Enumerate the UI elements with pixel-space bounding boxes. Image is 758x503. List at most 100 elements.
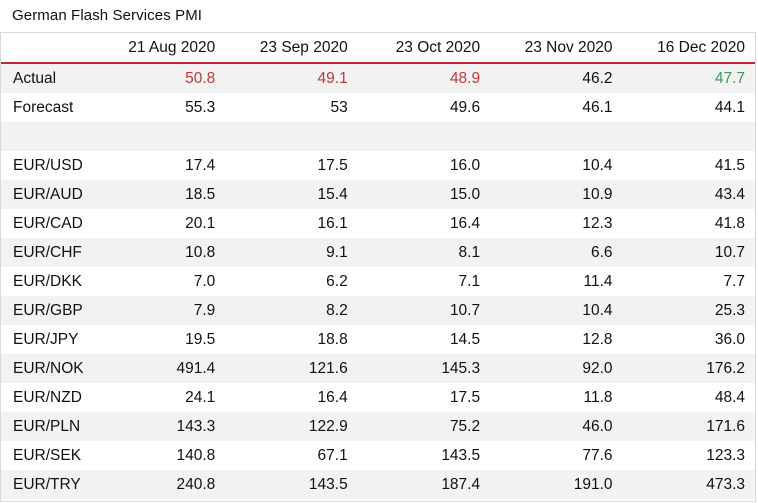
table-cell: 47.7 bbox=[622, 63, 755, 93]
table-cell: 123.3 bbox=[622, 441, 755, 470]
row-label: EUR/JPY bbox=[1, 325, 93, 354]
row-label: EUR/PLN bbox=[1, 412, 93, 441]
table-row: EUR/CHF 10.8 9.1 8.1 6.6 10.7 bbox=[1, 238, 755, 267]
table-cell: 24.1 bbox=[92, 383, 226, 412]
row-label: EUR/NOK bbox=[1, 354, 93, 383]
table-cell: 473.3 bbox=[622, 470, 755, 499]
row-label: EUR/TRY bbox=[1, 470, 93, 499]
table-cell: 16.0 bbox=[357, 151, 491, 180]
column-header: 23 Nov 2020 bbox=[490, 33, 623, 64]
table-cell: 67.1 bbox=[225, 441, 358, 470]
row-label: EUR/SEK bbox=[1, 441, 93, 470]
table-cell: 50.8 bbox=[92, 63, 226, 93]
table-cell: 7.0 bbox=[92, 267, 226, 296]
table-row: EUR/USD 17.4 17.5 16.0 10.4 41.5 bbox=[1, 151, 755, 180]
table-row: EUR/PLN 143.3 122.9 75.2 46.0 171.6 bbox=[1, 412, 755, 441]
table-cell: 19.5 bbox=[92, 325, 226, 354]
table-cell bbox=[622, 122, 755, 151]
table-row: EUR/TRY 240.8 143.5 187.4 191.0 473.3 bbox=[1, 470, 755, 499]
column-header: 23 Oct 2020 bbox=[357, 33, 491, 64]
row-label: Forecast bbox=[1, 93, 93, 122]
header-row: 21 Aug 2020 23 Sep 2020 23 Oct 2020 23 N… bbox=[1, 33, 755, 64]
column-header: 21 Aug 2020 bbox=[92, 33, 226, 64]
table-cell: 77.6 bbox=[490, 441, 623, 470]
table-cell: 16.4 bbox=[357, 209, 491, 238]
spacer-row bbox=[1, 122, 755, 151]
table-title: German Flash Services PMI bbox=[12, 7, 203, 24]
table-row: EUR/NZD 24.1 16.4 17.5 11.8 48.4 bbox=[1, 383, 755, 412]
table-cell: 6.6 bbox=[490, 238, 623, 267]
table-row: EUR/DKK 7.0 6.2 7.1 11.4 7.7 bbox=[1, 267, 755, 296]
table-cell: 18.8 bbox=[225, 325, 358, 354]
table-cell: 10.8 bbox=[92, 238, 226, 267]
row-label: Actual bbox=[1, 63, 93, 93]
table-cell: 143.5 bbox=[357, 441, 491, 470]
row-label bbox=[1, 122, 93, 151]
table-cell: 25.3 bbox=[622, 296, 755, 325]
table-cell: 75.2 bbox=[357, 412, 491, 441]
table-cell: 10.7 bbox=[622, 238, 755, 267]
table-cell: 41.8 bbox=[622, 209, 755, 238]
table-cell: 48.9 bbox=[357, 63, 491, 93]
table-cell: 20.1 bbox=[92, 209, 226, 238]
row-label: EUR/USD bbox=[1, 151, 93, 180]
table-row: EUR/JPY 19.5 18.8 14.5 12.8 36.0 bbox=[1, 325, 755, 354]
table-cell: 15.0 bbox=[357, 180, 491, 209]
table-cell: 7.7 bbox=[622, 267, 755, 296]
row-label: EUR/GBP bbox=[1, 296, 93, 325]
table-cell: 46.0 bbox=[490, 412, 623, 441]
table-body: Actual 50.8 49.1 48.9 46.2 47.7 Forecast 55.3 53… bbox=[1, 63, 755, 499]
table-cell: 8.2 bbox=[225, 296, 358, 325]
table-cell: 6.2 bbox=[225, 267, 358, 296]
table-cell: 43.4 bbox=[622, 180, 755, 209]
table-cell: 121.6 bbox=[225, 354, 358, 383]
table-cell: 17.5 bbox=[357, 383, 491, 412]
table-cell: 187.4 bbox=[357, 470, 491, 499]
table-cell: 122.9 bbox=[225, 412, 358, 441]
table-cell: 171.6 bbox=[622, 412, 755, 441]
table-cell: 491.4 bbox=[92, 354, 226, 383]
table-cell: 48.4 bbox=[622, 383, 755, 412]
header-corner bbox=[1, 33, 93, 64]
table-cell: 11.8 bbox=[490, 383, 623, 412]
pmi-table: 21 Aug 2020 23 Sep 2020 23 Oct 2020 23 N… bbox=[1, 33, 755, 499]
table-row: EUR/SEK 140.8 67.1 143.5 77.6 123.3 bbox=[1, 441, 755, 470]
table-cell: 145.3 bbox=[357, 354, 491, 383]
table-cell: 18.5 bbox=[92, 180, 226, 209]
table-cell bbox=[490, 122, 623, 151]
table-row: EUR/AUD 18.5 15.4 15.0 10.9 43.4 bbox=[1, 180, 755, 209]
table-cell: 44.1 bbox=[622, 93, 755, 122]
table-cell bbox=[357, 122, 491, 151]
table-cell: 49.6 bbox=[357, 93, 491, 122]
pmi-table-container: 21 Aug 2020 23 Sep 2020 23 Oct 2020 23 N… bbox=[0, 32, 756, 502]
table-cell: 140.8 bbox=[92, 441, 226, 470]
table-cell: 41.5 bbox=[622, 151, 755, 180]
table-cell: 55.3 bbox=[92, 93, 226, 122]
column-header: 23 Sep 2020 bbox=[225, 33, 358, 64]
row-label: EUR/CHF bbox=[1, 238, 93, 267]
table-cell: 143.5 bbox=[225, 470, 358, 499]
table-cell: 36.0 bbox=[622, 325, 755, 354]
table-cell: 191.0 bbox=[490, 470, 623, 499]
row-label: EUR/AUD bbox=[1, 180, 93, 209]
table-cell: 11.4 bbox=[490, 267, 623, 296]
table-cell: 7.9 bbox=[92, 296, 226, 325]
row-label: EUR/NZD bbox=[1, 383, 93, 412]
table-cell: 12.8 bbox=[490, 325, 623, 354]
table-cell: 9.1 bbox=[225, 238, 358, 267]
table-cell: 240.8 bbox=[92, 470, 226, 499]
table-cell: 17.5 bbox=[225, 151, 358, 180]
row-label: EUR/CAD bbox=[1, 209, 93, 238]
table-cell bbox=[225, 122, 358, 151]
table-row: EUR/NOK 491.4 121.6 145.3 92.0 176.2 bbox=[1, 354, 755, 383]
table-cell: 15.4 bbox=[225, 180, 358, 209]
table-cell: 10.9 bbox=[490, 180, 623, 209]
table-row: Forecast 55.3 53 49.6 46.1 44.1 bbox=[1, 93, 755, 122]
table-cell: 176.2 bbox=[622, 354, 755, 383]
table-cell: 17.4 bbox=[92, 151, 226, 180]
table-row: EUR/CAD 20.1 16.1 16.4 12.3 41.8 bbox=[1, 209, 755, 238]
table-cell: 16.1 bbox=[225, 209, 358, 238]
table-cell: 92.0 bbox=[490, 354, 623, 383]
row-label: EUR/DKK bbox=[1, 267, 93, 296]
